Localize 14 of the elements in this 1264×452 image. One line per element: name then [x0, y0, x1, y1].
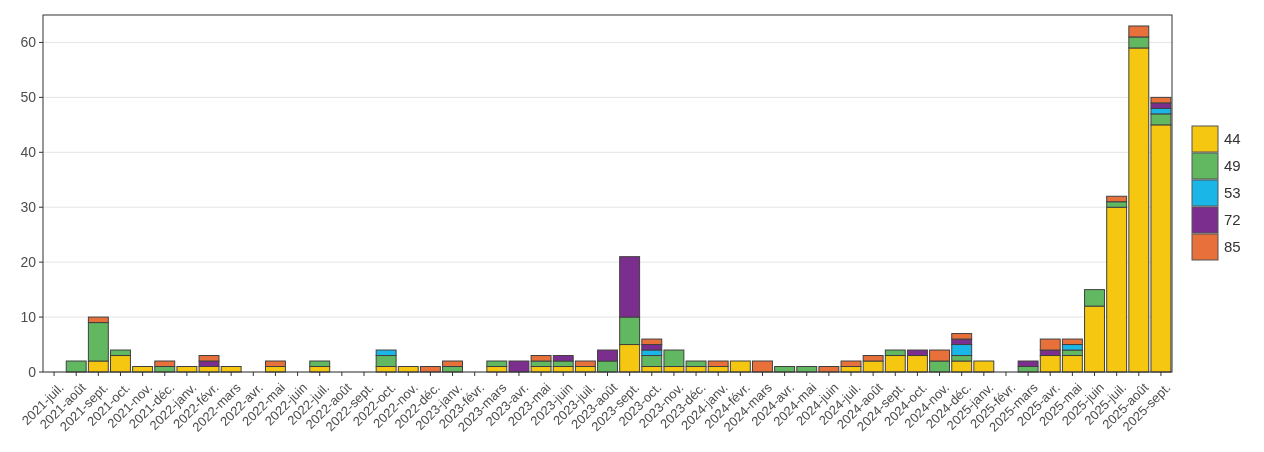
bar [264, 360, 286, 368]
y-tick-label: 20 [20, 254, 37, 271]
y-tick-label: 30 [20, 199, 37, 216]
y-tick-label: 50 [20, 89, 37, 106]
legend-label: 44 [1224, 130, 1241, 148]
y-tick-label: 10 [20, 308, 37, 325]
y-tick-label: 60 [20, 34, 37, 51]
legend-label: 49 [1224, 157, 1241, 175]
y-tick-label: 0 [28, 363, 37, 380]
legend-label: 72 [1224, 211, 1241, 229]
bar [309, 360, 331, 368]
y-tick-label: 40 [20, 144, 37, 161]
legend-label: 85 [1224, 238, 1241, 256]
legend-label: 53 [1224, 184, 1241, 202]
